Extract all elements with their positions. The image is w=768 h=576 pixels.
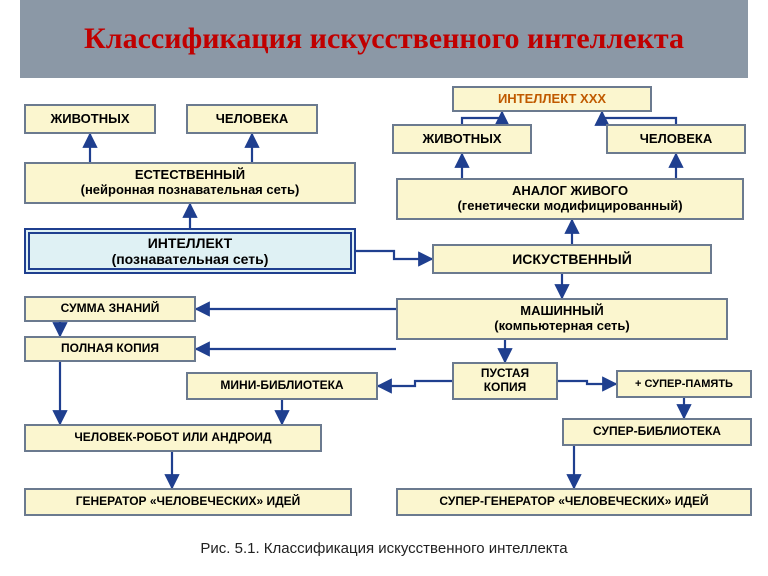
node-label: СУММА ЗНАНИЙ [61, 302, 160, 316]
node-est: ЕСТЕСТВЕННЫЙ (нейронная познавательная с… [24, 162, 356, 204]
node-label: ИСКУСТВЕННЫЙ [512, 251, 632, 267]
node-label: ПУСТАЯ КОПИЯ [481, 367, 529, 395]
node-label: ЖИВОТНЫХ [51, 112, 130, 127]
figure-caption: Рис. 5.1. Классификация искусственного и… [0, 540, 768, 557]
node-empty: ПУСТАЯ КОПИЯ [452, 362, 558, 400]
node-label: ЕСТЕСТВЕННЫЙ (нейронная познавательная с… [81, 168, 300, 198]
node-intel: ИНТЕЛЛЕКТ (познавательная сеть) [24, 228, 356, 274]
node-label: + СУПЕР-ПАМЯТЬ [635, 378, 733, 391]
page-title-text: Классификация искусственного интеллекта [84, 22, 684, 56]
node-zh_r: ЖИВОТНЫХ [392, 124, 532, 154]
node-mini: МИНИ-БИБЛИОТЕКА [186, 372, 378, 400]
arrow-empty-to-supmem [558, 381, 616, 384]
node-label: ЧЕЛОВЕКА [640, 132, 712, 147]
node-xxx: ИНТЕЛЛЕКТ XXX [452, 86, 652, 112]
node-label: МАШИННЫЙ (компьютерная сеть) [494, 304, 629, 334]
arrow-zh_r-to-xxx [462, 112, 502, 124]
node-label: МИНИ-БИБЛИОТЕКА [220, 379, 343, 393]
node-isk: ИСКУСТВЕННЫЙ [432, 244, 712, 274]
node-mash: МАШИННЫЙ (компьютерная сеть) [396, 298, 728, 340]
node-label: ИНТЕЛЛЕКТ XXX [498, 92, 606, 107]
arrow-empty-to-mini [378, 381, 452, 386]
node-supmem: + СУПЕР-ПАМЯТЬ [616, 370, 752, 398]
node-gen: ГЕНЕРАТОР «ЧЕЛОВЕЧЕСКИХ» ИДЕЙ [24, 488, 352, 516]
node-supgen: СУПЕР-ГЕНЕРАТОР «ЧЕЛОВЕЧЕСКИХ» ИДЕЙ [396, 488, 752, 516]
node-label: ИНТЕЛЛЕКТ (познавательная сеть) [112, 235, 269, 267]
node-label: ЧЕЛОВЕК-РОБОТ ИЛИ АНДРОИД [74, 431, 271, 445]
arrow-ch_r-to-xxx [602, 112, 676, 124]
arrow-intel-to-isk [356, 251, 432, 259]
page-title: Классификация искусственного интеллекта [20, 0, 748, 78]
node-ch_l: ЧЕЛОВЕКА [186, 104, 318, 134]
figure-caption-text: Рис. 5.1. Классификация искусственного и… [200, 540, 567, 557]
node-label: СУПЕР-БИБЛИОТЕКА [593, 425, 721, 439]
node-label: ГЕНЕРАТОР «ЧЕЛОВЕЧЕСКИХ» ИДЕЙ [76, 495, 301, 509]
node-zh_l: ЖИВОТНЫХ [24, 104, 156, 134]
node-suplib: СУПЕР-БИБЛИОТЕКА [562, 418, 752, 446]
node-robot: ЧЕЛОВЕК-РОБОТ ИЛИ АНДРОИД [24, 424, 322, 452]
node-label: ЧЕЛОВЕКА [216, 112, 288, 127]
node-label: СУПЕР-ГЕНЕРАТОР «ЧЕЛОВЕЧЕСКИХ» ИДЕЙ [439, 495, 708, 509]
node-label: ЖИВОТНЫХ [423, 132, 502, 147]
node-label: ПОЛНАЯ КОПИЯ [61, 342, 159, 356]
node-sum: СУММА ЗНАНИЙ [24, 296, 196, 322]
node-full: ПОЛНАЯ КОПИЯ [24, 336, 196, 362]
node-analog: АНАЛОГ ЖИВОГО (генетически модифицирован… [396, 178, 744, 220]
node-label: АНАЛОГ ЖИВОГО (генетически модифицирован… [457, 184, 682, 214]
node-ch_r: ЧЕЛОВЕКА [606, 124, 746, 154]
